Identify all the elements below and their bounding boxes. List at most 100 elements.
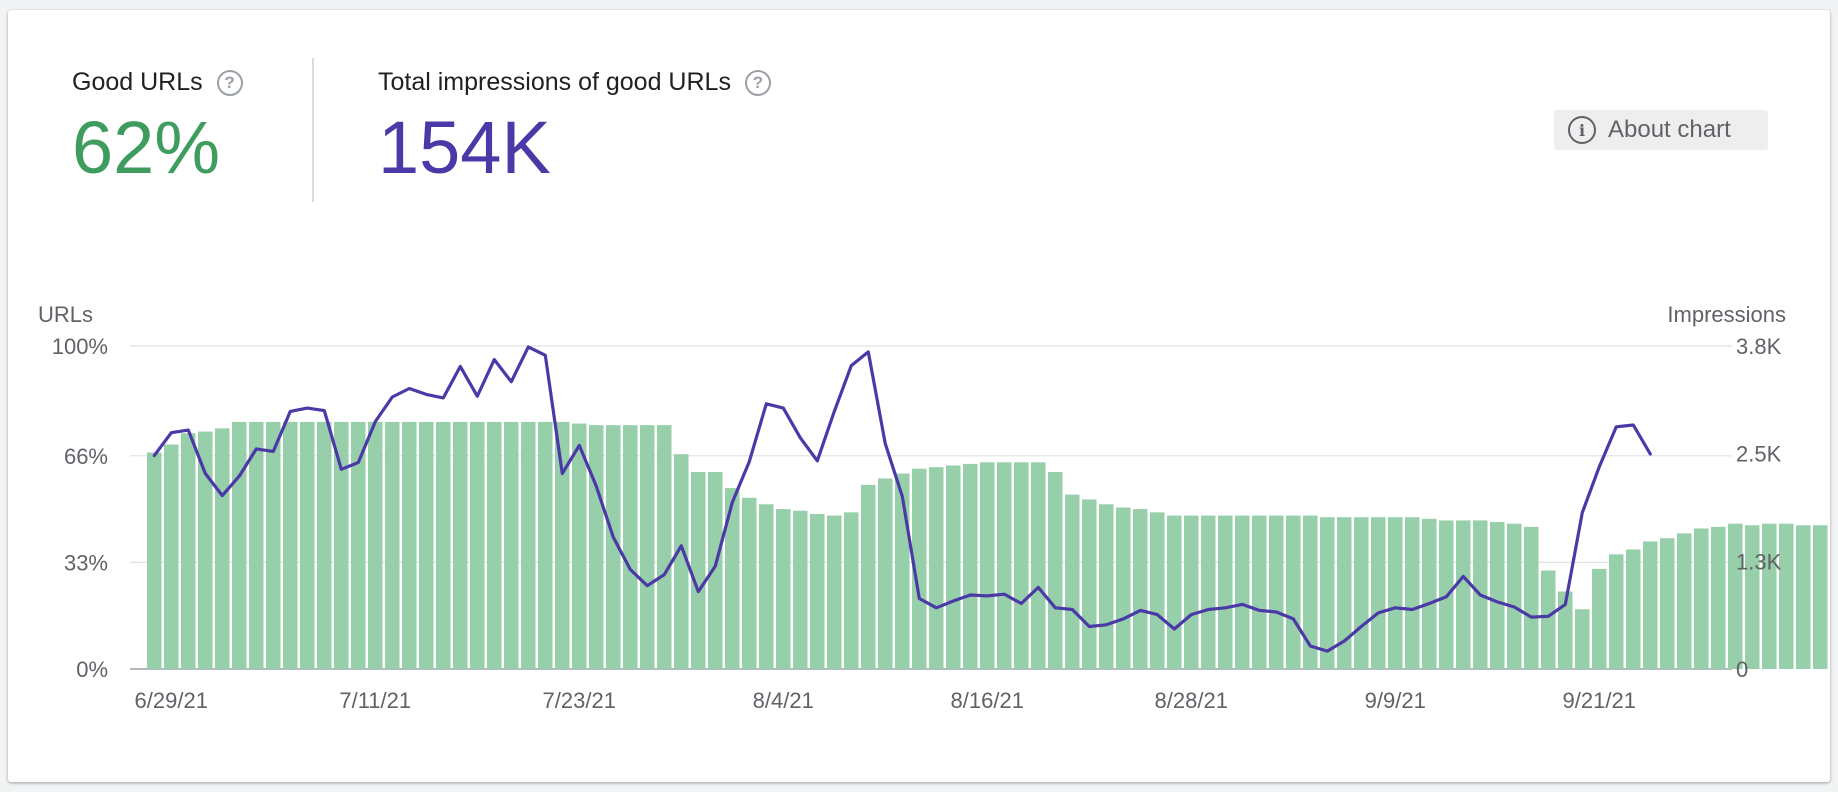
url-bar xyxy=(555,421,570,669)
url-bar xyxy=(980,462,995,669)
url-bar xyxy=(1779,523,1794,669)
url-bar xyxy=(810,513,825,669)
url-bar xyxy=(419,421,434,669)
url-bar xyxy=(1558,591,1573,669)
about-chart-label: About chart xyxy=(1608,116,1731,143)
url-bar xyxy=(1133,509,1148,669)
url-bar xyxy=(1507,523,1522,669)
url-bar xyxy=(1694,528,1709,669)
url-bar xyxy=(776,509,791,669)
url-bar xyxy=(334,421,349,669)
url-bar xyxy=(742,497,757,669)
url-bar xyxy=(1065,494,1080,669)
url-bar xyxy=(1235,515,1250,669)
urls-impressions-chart: URLs Impressions 0% 33% 66% 100% 0 1.3K 2.5K 3.… xyxy=(38,302,1828,713)
about-chart-button[interactable]: i About chart xyxy=(1554,110,1768,150)
url-bar xyxy=(1371,517,1386,669)
url-bar xyxy=(351,421,366,669)
url-bar xyxy=(1524,526,1539,669)
x-tick-label: 9/21/21 xyxy=(1563,688,1636,713)
chart-card: Good URLs ? 62% Total impressions of goo… xyxy=(8,10,1830,782)
right-tick-label: 0 xyxy=(1736,657,1748,682)
info-icon: i xyxy=(1568,116,1596,144)
url-bar xyxy=(725,488,740,669)
url-bar xyxy=(1303,515,1318,669)
url-bar xyxy=(181,433,196,669)
left-tick-label: 100% xyxy=(52,334,108,359)
left-tick-label: 66% xyxy=(64,444,108,469)
url-bar xyxy=(1354,517,1369,669)
url-bar xyxy=(1048,471,1063,669)
url-bar xyxy=(487,421,502,669)
impressions-metric: Total impressions of good URLs ? 154K xyxy=(378,68,771,185)
url-bar xyxy=(385,421,400,669)
url-bar xyxy=(606,425,621,669)
url-bar xyxy=(504,421,519,669)
url-bar xyxy=(1728,523,1743,669)
impressions-label: Total impressions of good URLs xyxy=(378,68,731,96)
url-bar xyxy=(1490,522,1505,669)
help-icon[interactable]: ? xyxy=(744,69,771,96)
url-bar xyxy=(1116,507,1131,669)
url-bar xyxy=(827,515,842,669)
x-tick-label: 8/28/21 xyxy=(1155,688,1228,713)
url-bar xyxy=(1609,554,1624,669)
url-bar xyxy=(1031,462,1046,669)
impressions-series-line xyxy=(152,345,1652,653)
impressions-value: 154K xyxy=(378,106,551,189)
url-bar xyxy=(1014,462,1029,669)
url-bar xyxy=(1286,515,1301,669)
url-bar xyxy=(844,512,859,669)
url-bar xyxy=(1592,568,1607,669)
url-bar xyxy=(793,510,808,669)
right-axis-title: Impressions xyxy=(1667,302,1786,327)
url-bar xyxy=(1167,515,1182,669)
metric-divider xyxy=(312,58,314,202)
url-bar xyxy=(1252,515,1267,669)
x-tick-label: 8/4/21 xyxy=(753,688,814,713)
url-bar xyxy=(1388,517,1403,669)
url-bar xyxy=(266,421,281,669)
url-bars xyxy=(147,421,1828,669)
url-bar xyxy=(249,421,264,669)
url-bar xyxy=(946,465,961,669)
left-tick-label: 33% xyxy=(64,550,108,575)
url-bar xyxy=(470,421,485,669)
url-bar xyxy=(1405,517,1420,669)
url-bar xyxy=(1150,512,1165,669)
url-bar xyxy=(1626,549,1641,669)
url-bar xyxy=(1337,517,1352,669)
url-bar xyxy=(589,425,604,669)
good-urls-value: 62% xyxy=(72,106,221,189)
url-bar xyxy=(300,421,315,669)
url-bar xyxy=(436,421,451,669)
url-bar xyxy=(215,428,230,669)
url-bar xyxy=(708,471,723,669)
x-tick-label: 7/11/21 xyxy=(339,688,411,713)
url-bar xyxy=(997,462,1012,669)
url-bar xyxy=(1575,609,1590,669)
left-axis-title: URLs xyxy=(38,302,93,327)
url-bar xyxy=(1422,518,1437,669)
url-bar xyxy=(759,504,774,669)
right-tick-label: 1.3K xyxy=(1736,549,1782,574)
url-bar xyxy=(453,421,468,669)
url-bar xyxy=(929,467,944,669)
url-bar xyxy=(963,463,978,669)
url-bar xyxy=(623,425,638,669)
url-bar xyxy=(861,484,876,669)
url-bar xyxy=(1320,517,1335,669)
x-tick-label: 6/29/21 xyxy=(135,688,208,713)
x-tick-label: 7/23/21 xyxy=(543,688,616,713)
right-tick-label: 3.8K xyxy=(1736,334,1782,359)
url-bar xyxy=(198,431,213,669)
right-tick-label: 2.5K xyxy=(1736,442,1782,467)
url-bar xyxy=(147,452,162,669)
url-bar xyxy=(1099,504,1114,669)
url-bar xyxy=(1456,520,1471,669)
url-bar xyxy=(1201,515,1216,669)
url-bar xyxy=(164,444,179,669)
url-bar xyxy=(657,425,672,669)
url-bar xyxy=(1660,538,1675,669)
help-icon[interactable]: ? xyxy=(216,69,243,96)
